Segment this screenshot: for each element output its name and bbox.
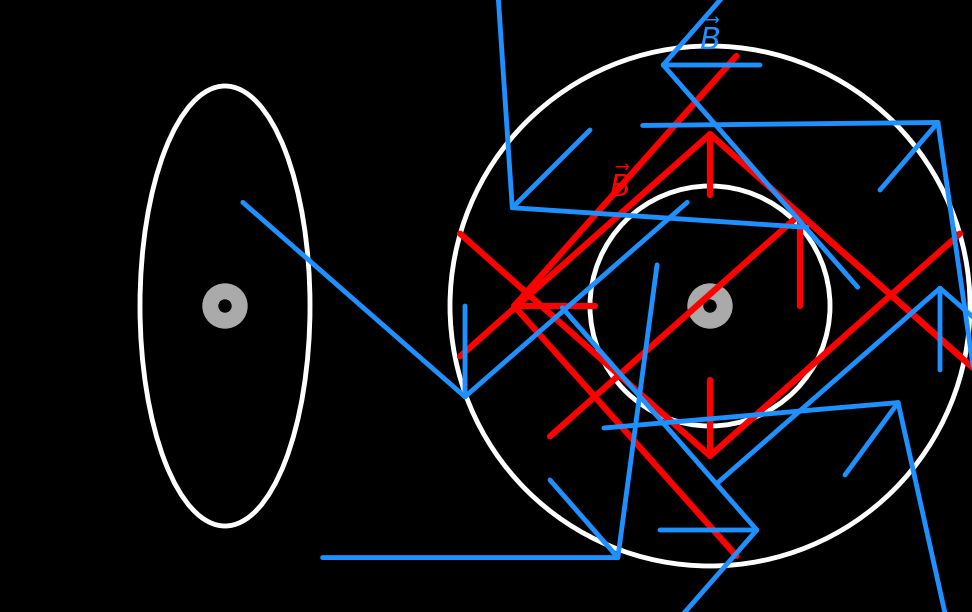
Text: $\vec{B}$: $\vec{B}$ bbox=[699, 20, 721, 56]
Circle shape bbox=[688, 284, 732, 328]
Circle shape bbox=[203, 284, 247, 328]
Circle shape bbox=[219, 300, 231, 312]
Circle shape bbox=[704, 300, 716, 312]
Text: $\vec{B}$: $\vec{B}$ bbox=[609, 167, 631, 203]
